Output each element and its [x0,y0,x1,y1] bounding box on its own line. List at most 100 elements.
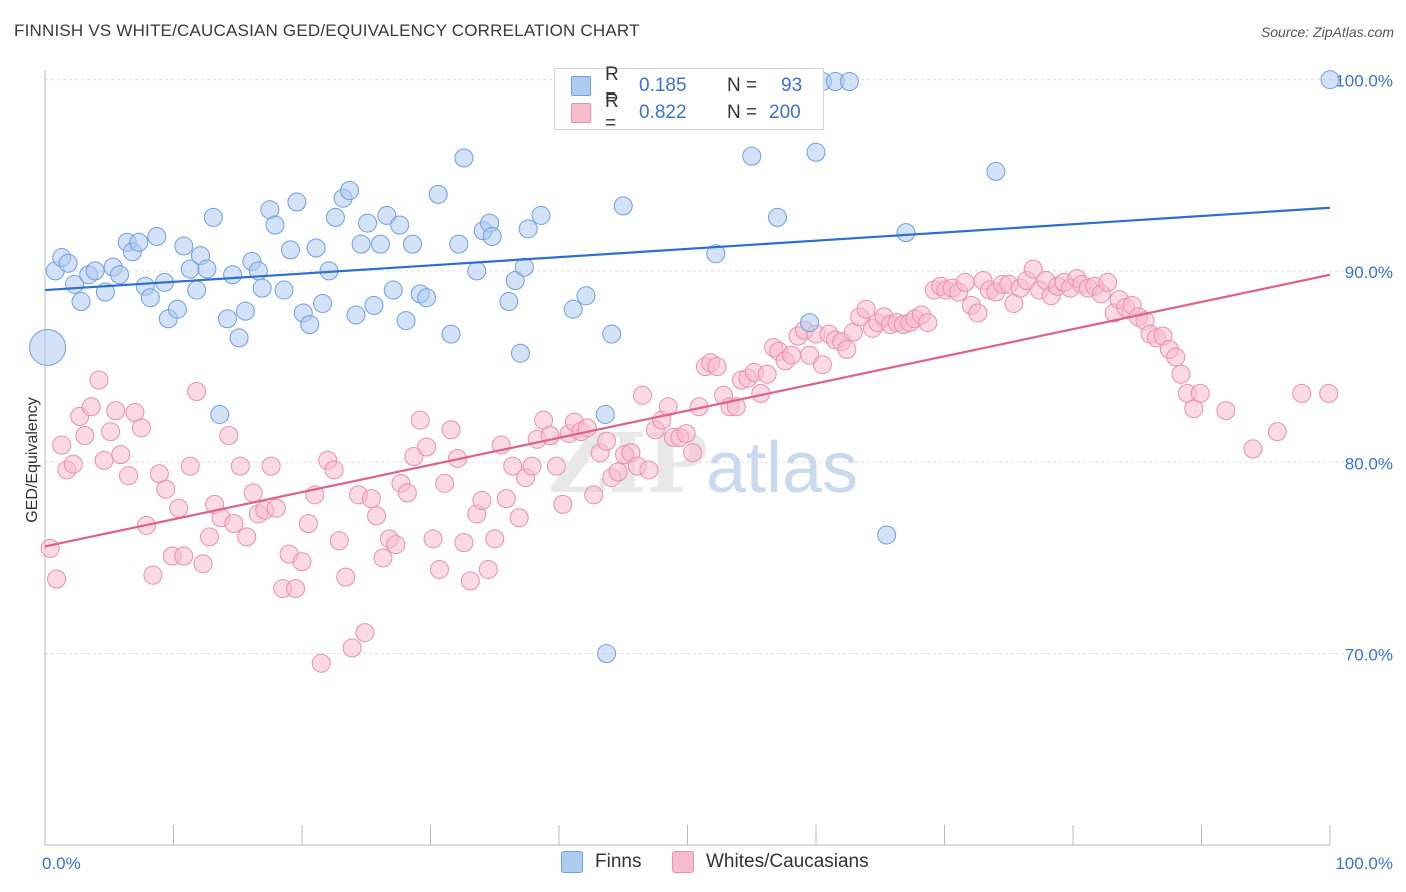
whites-point [174,546,194,566]
whites-point [329,531,349,551]
whites-point [119,466,139,486]
y-tick-label: 90.0% [1345,263,1393,282]
whites-point [224,514,244,534]
finns-point [370,234,390,254]
finns-point [71,292,91,312]
whites-point [298,514,318,534]
whites-point [478,559,498,579]
finns-point [531,205,551,225]
whites-point [243,483,263,503]
whites-point [435,473,455,493]
finns-point [203,207,223,227]
whites-legend-swatch [672,851,694,873]
finns-point [110,265,130,285]
finns-point [449,234,469,254]
x-tick-label: 100.0% [1335,854,1393,873]
finns-point [896,223,916,243]
chart-title: FINNISH VS WHITE/CAUCASIAN GED/EQUIVALEN… [14,21,640,40]
finns-point [210,404,230,424]
legend-item-finns: Finns [561,851,641,873]
whites-point [111,445,131,465]
whites-point [193,554,213,574]
whites-point [397,483,417,503]
watermark-atlas: atlas [706,428,858,508]
y-axis-label: GED/Equivalency [24,397,41,522]
finns-point [986,161,1006,181]
finns-point [217,309,237,329]
whites-point [955,272,975,292]
whites-point [683,443,703,463]
finns-point [351,234,371,254]
whites-point [553,494,573,514]
finns-point [235,301,255,321]
source-label: Source: ZipAtlas.com [1260,24,1394,40]
finns-point [229,328,249,348]
finns-swatch [571,76,591,96]
whites-point [707,357,727,377]
finns-point [306,238,326,258]
whites-point [1098,272,1118,292]
finns-point [499,292,519,312]
whites-point [187,381,207,401]
whites-swatch [571,103,591,123]
finns-point [129,232,149,252]
x-tick-label: 0.0% [42,854,81,873]
whites-point [63,454,83,474]
finns-point [742,146,762,166]
finns-point [346,305,366,325]
r-value: 0.185 [639,75,687,96]
whites-point [180,456,200,476]
legend-item-whites: Whites/Caucasians [672,851,869,873]
whites-point [496,489,516,509]
legend-row-whites: R = 0.822 N = 200 [571,91,801,134]
r-label: R = [605,64,619,107]
whites-point [40,538,60,558]
finns-point [197,259,217,279]
whites-point [423,529,443,549]
y-tick-label: 100.0% [1335,72,1393,91]
whites-point [485,529,505,549]
whites-point [143,565,163,585]
finns-point [576,286,596,306]
legend-row-finns: R = 0.185 N = 93 [571,64,802,107]
finns-point [167,299,187,319]
n-label: N = [727,102,758,123]
whites-point [355,623,375,643]
whites-point [608,462,628,482]
whites-point [101,422,121,442]
whites-point [266,498,286,518]
finns-point [877,525,897,545]
whites-point [597,431,617,451]
whites-point [52,435,72,455]
r-value: 0.822 [639,102,687,123]
finns-point [280,240,300,260]
finns-point [265,215,285,235]
whites-point [584,485,604,505]
finns-point [467,261,487,281]
whites-point [367,506,387,526]
whites-point [633,385,653,405]
whites-legend-label: Whites/Caucasians [706,851,869,872]
whites-point [237,527,257,547]
finns-point [514,257,534,277]
whites-point [230,456,250,476]
finns-point [1320,70,1340,90]
finns-point [767,207,787,227]
finns-point [29,328,67,366]
finns-point [806,142,826,162]
finns-point [325,207,345,227]
finns-point [441,324,461,344]
y-tick-label: 70.0% [1345,646,1393,665]
whites-point [410,410,430,430]
finns-point [383,280,403,300]
finns-legend-swatch [561,851,583,873]
finns-point [396,311,416,331]
whites-point [404,447,424,467]
finns-point [140,288,160,308]
whites-point [1190,383,1210,403]
stats-legend: R = 0.185 N = 93 R = 0.822 N = 200 [554,64,824,134]
whites-point [1243,439,1263,459]
whites-point [292,552,312,572]
finns-point [300,315,320,335]
whites-point [1216,401,1236,421]
